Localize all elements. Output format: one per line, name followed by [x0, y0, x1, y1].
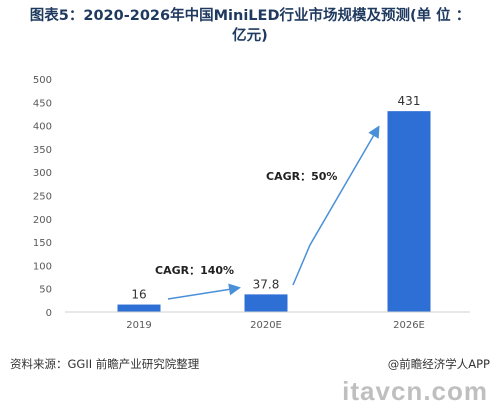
- chart-title-line1: 图表5：2020-2026年中国MiniLED行业市场规模及预测(单 位 ：: [29, 8, 471, 24]
- cagr-annotations: CAGR：140% CAGR：50%: [155, 125, 380, 300]
- bars-group: 16 37.8 431: [117, 94, 431, 313]
- watermark-logo: itavcn.com: [342, 376, 488, 406]
- cagr-label-2: CAGR：50%: [266, 170, 337, 183]
- bar-2026E: [387, 111, 431, 313]
- y-tick-label: 150: [33, 238, 52, 249]
- y-tick-label: 100: [33, 261, 52, 272]
- y-axis: 0 50 100 150 200 250 300 350 400 450 500: [33, 75, 52, 319]
- y-tick-label: 50: [39, 285, 52, 296]
- bar-2019: [117, 304, 161, 312]
- x-tick-label-2019: 2019: [126, 320, 151, 331]
- chart-title-line2: 亿元): [232, 28, 268, 44]
- credit-note: @前瞻经济学人APP: [387, 357, 490, 371]
- cagr-arrow-2: [292, 125, 380, 286]
- y-tick-label: 0: [46, 308, 52, 319]
- cagr-arrow-1: [167, 283, 241, 300]
- y-tick-label: 250: [33, 192, 52, 203]
- source-note: 资料来源：GGII 前瞻产业研究院整理: [10, 357, 200, 371]
- y-tick-label: 350: [33, 145, 52, 156]
- x-tick-label-2020E: 2020E: [250, 320, 282, 331]
- x-tick-label-2026E: 2026E: [393, 320, 425, 331]
- y-tick-label: 450: [33, 98, 52, 109]
- bar-2020E: [244, 294, 288, 312]
- cagr-label-1: CAGR：140%: [155, 264, 234, 277]
- y-tick-label: 200: [33, 215, 52, 226]
- data-label-2020E: 37.8: [253, 277, 280, 291]
- data-label-2026E: 431: [398, 94, 421, 108]
- y-tick-label: 300: [33, 168, 52, 179]
- y-tick-label: 400: [33, 122, 52, 133]
- data-label-2019: 16: [131, 288, 146, 302]
- chart-title: 图表5：2020-2026年中国MiniLED行业市场规模及预测(单 位 ： 亿…: [8, 6, 492, 46]
- y-tick-label: 500: [33, 75, 52, 86]
- x-axis: 2019 2020E 2026E: [65, 311, 470, 331]
